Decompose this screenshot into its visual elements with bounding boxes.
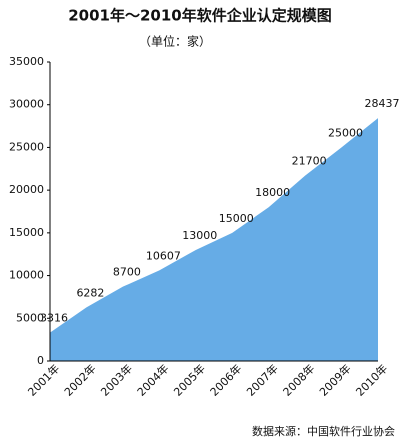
x-tick-label: 2002年: [61, 361, 98, 398]
x-tick-label: 2003年: [98, 361, 135, 398]
area: [50, 118, 378, 361]
x-tick-label: 2008年: [280, 361, 317, 398]
x-tick-label: 2007年: [243, 361, 280, 398]
value-label: 28437: [365, 97, 400, 110]
y-tick-label: 15000: [9, 226, 44, 239]
y-tick-label: 35000: [9, 55, 44, 68]
x-tick-label: 2006年: [207, 361, 244, 398]
x-tick-label: 2005年: [171, 361, 208, 398]
x-tick-label: 2010年: [353, 361, 390, 398]
y-tick-label: 0: [37, 354, 44, 367]
value-label: 3316: [40, 312, 68, 325]
value-label: 21700: [292, 155, 327, 168]
y-tick-label: 25000: [9, 140, 44, 153]
x-tick-label: 2004年: [134, 361, 171, 398]
y-tick-label: 10000: [9, 269, 44, 282]
source-note: 数据来源：中国软件行业协会: [252, 424, 395, 438]
value-label: 15000: [219, 212, 254, 225]
chart-title: 2001年～2010年软件企业认定规模图: [68, 7, 332, 25]
chart-subtitle: （单位：家）: [139, 34, 211, 49]
value-label: 10607: [146, 249, 181, 262]
value-label: 6282: [76, 286, 104, 299]
value-label: 18000: [255, 186, 290, 199]
value-label: 8700: [113, 266, 141, 279]
y-tick-label: 5000: [16, 311, 44, 324]
x-tick-label: 2009年: [316, 361, 353, 398]
value-label: 25000: [328, 126, 363, 139]
y-tick-label: 30000: [9, 98, 44, 111]
y-tick-label: 20000: [9, 183, 44, 196]
value-label: 13000: [182, 229, 217, 242]
